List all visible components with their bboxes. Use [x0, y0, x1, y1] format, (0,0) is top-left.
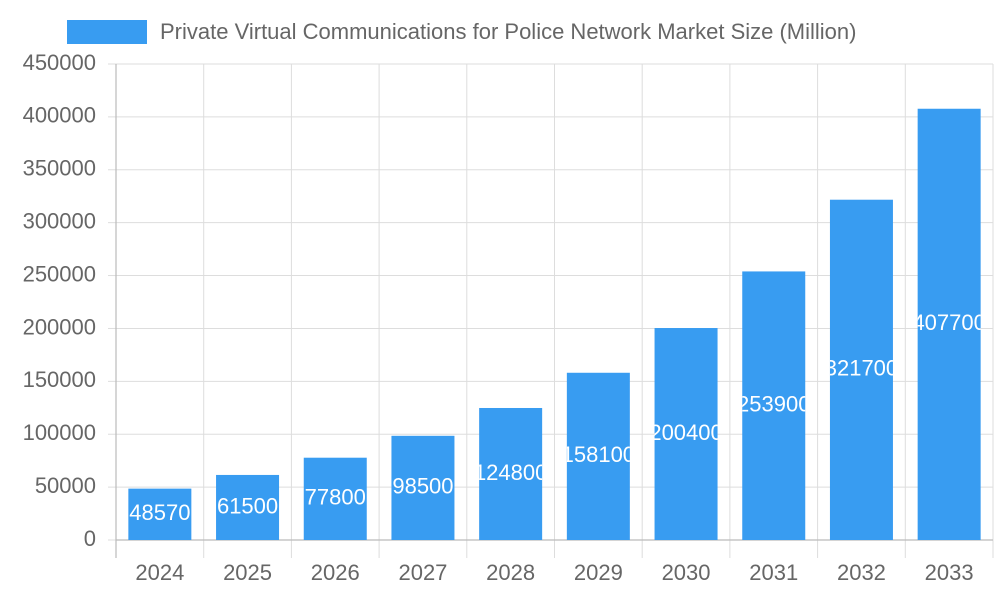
data-label: 200400	[649, 420, 722, 445]
y-tick-label: 250000	[23, 261, 96, 286]
y-tick-label: 300000	[23, 208, 96, 233]
legend-item[interactable]: Private Virtual Communications for Polic…	[67, 19, 856, 44]
x-tick-label: 2027	[398, 560, 447, 585]
y-tick-label: 200000	[23, 314, 96, 339]
y-tick-label: 150000	[23, 367, 96, 392]
bar[interactable]	[303, 457, 367, 540]
x-tick-label: 2031	[749, 560, 798, 585]
data-label: 158100	[562, 442, 635, 467]
bar[interactable]	[917, 108, 981, 540]
data-label: 48570	[129, 500, 190, 525]
y-tick-label: 400000	[23, 103, 96, 128]
bar[interactable]	[391, 435, 455, 540]
data-label: 61500	[217, 493, 278, 518]
bar[interactable]	[742, 271, 806, 540]
bar[interactable]	[566, 372, 630, 540]
y-tick-label: 0	[84, 526, 96, 551]
bar[interactable]	[654, 328, 718, 540]
data-label: 321700	[825, 356, 898, 381]
bar[interactable]	[128, 488, 192, 540]
y-tick-label: 50000	[35, 473, 96, 498]
x-tick-label: 2030	[662, 560, 711, 585]
x-tick-label: 2028	[486, 560, 535, 585]
x-tick-label: 2032	[837, 560, 886, 585]
x-tick-label: 2033	[925, 560, 974, 585]
y-tick-label: 100000	[23, 420, 96, 445]
data-label: 124800	[474, 460, 547, 485]
data-label: 253900	[737, 392, 810, 417]
y-tick-label: 450000	[23, 50, 96, 75]
bar[interactable]	[829, 199, 893, 540]
data-label: 77800	[305, 485, 366, 510]
bar[interactable]	[216, 474, 280, 540]
x-tick-label: 2026	[311, 560, 360, 585]
bar[interactable]	[479, 407, 543, 540]
x-tick-label: 2024	[135, 560, 184, 585]
x-tick-label: 2025	[223, 560, 272, 585]
x-tick-label: 2029	[574, 560, 623, 585]
legend-label: Private Virtual Communications for Polic…	[160, 19, 856, 44]
y-tick-label: 350000	[23, 156, 96, 181]
legend-swatch	[67, 20, 147, 44]
data-label: 407700	[912, 310, 985, 335]
data-label: 98500	[392, 474, 453, 499]
